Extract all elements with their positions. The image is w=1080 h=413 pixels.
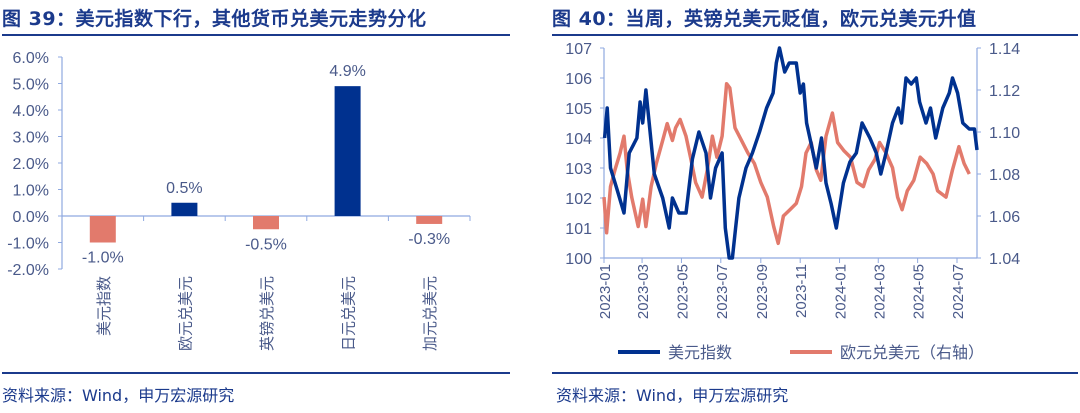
data-label: -1.0%: [82, 250, 124, 267]
data-label: 0.5%: [166, 180, 202, 197]
data-label: -0.3%: [408, 231, 450, 248]
y-tick-label: 6.0%: [13, 50, 49, 67]
series-line-usd-index: [602, 46, 979, 260]
x-tick-label: 2024-01: [833, 264, 850, 319]
bar: [89, 216, 116, 243]
bar: [416, 216, 443, 224]
x-tick-label: 2023-03: [635, 264, 652, 319]
left-y-tick-label: 102: [565, 191, 592, 208]
right-source-note: 资料来源：Wind，申万宏源研究: [556, 386, 789, 405]
y-tick-label: 0.0%: [13, 209, 49, 226]
x-tick-label: 2023-05: [674, 264, 691, 319]
right-y-tick-label: 1.08: [989, 167, 1020, 184]
left-y-tick-label: 104: [565, 131, 592, 148]
right-y-tick-label: 1.04: [989, 251, 1020, 268]
left-y-tick-label: 105: [565, 101, 592, 118]
legend-label-usd-index: 美元指数: [668, 344, 732, 362]
right-y-tick-label: 1.14: [989, 41, 1020, 58]
left-y-tick-label: 103: [565, 161, 592, 178]
x-tick-label: 2023-07: [714, 264, 731, 319]
right-y-tick-label: 1.12: [989, 83, 1020, 100]
legend-label-eur-usd: 欧元兑美元（右轴）: [840, 344, 984, 362]
category-label: 英镑兑美元: [258, 276, 276, 351]
series-line-eur-usd: [602, 81, 971, 246]
left-source-note: 资料来源：Wind，申万宏源研究: [2, 386, 235, 405]
bar: [334, 86, 361, 217]
left-title-rule: [2, 34, 510, 36]
category-label: 加元兑美元: [422, 276, 439, 351]
right-y-tick-label: 1.10: [989, 125, 1020, 142]
x-tick-label: 2024-03: [871, 264, 888, 319]
left-y-tick-label: 106: [565, 71, 592, 88]
x-tick-label: 2023-09: [754, 264, 771, 319]
right-y-tick-label: 1.06: [989, 209, 1020, 226]
data-label: 4.9%: [329, 63, 365, 80]
category-label: 日元兑美元: [341, 276, 358, 351]
y-tick-label: 5.0%: [13, 77, 49, 94]
category-label: 欧元兑美元: [177, 276, 194, 351]
y-tick-label: -2.0%: [7, 262, 49, 279]
bar: [253, 216, 279, 230]
left-y-tick-label: 101: [565, 221, 592, 238]
right-footer-rule: [552, 372, 1078, 374]
x-tick-label: 2024-05: [911, 264, 928, 319]
y-tick-label: -1.0%: [7, 236, 49, 253]
left-chart-title: 图 39：美元指数下行，其他货币兑美元走势分化: [2, 8, 427, 30]
y-tick-label: 1.0%: [13, 183, 49, 200]
data-label: -0.5%: [245, 236, 287, 253]
left-footer-rule: [2, 372, 510, 374]
x-tick-label: 2023-11: [793, 264, 810, 318]
left-y-tick-label: 100: [565, 251, 592, 268]
category-label: 美元指数: [96, 276, 113, 336]
y-tick-label: 3.0%: [13, 130, 49, 147]
x-tick-label: 2024-07: [950, 264, 967, 319]
right-chart-title: 图 40：当周，英镑兑美元贬值，欧元兑美元升值: [552, 8, 977, 30]
bar: [171, 202, 198, 216]
left-y-tick-label: 107: [565, 41, 592, 58]
y-tick-label: 2.0%: [13, 156, 49, 173]
y-tick-label: 4.0%: [13, 103, 49, 120]
right-title-rule: [552, 34, 1078, 36]
x-tick-label: 2023-01: [597, 264, 614, 319]
